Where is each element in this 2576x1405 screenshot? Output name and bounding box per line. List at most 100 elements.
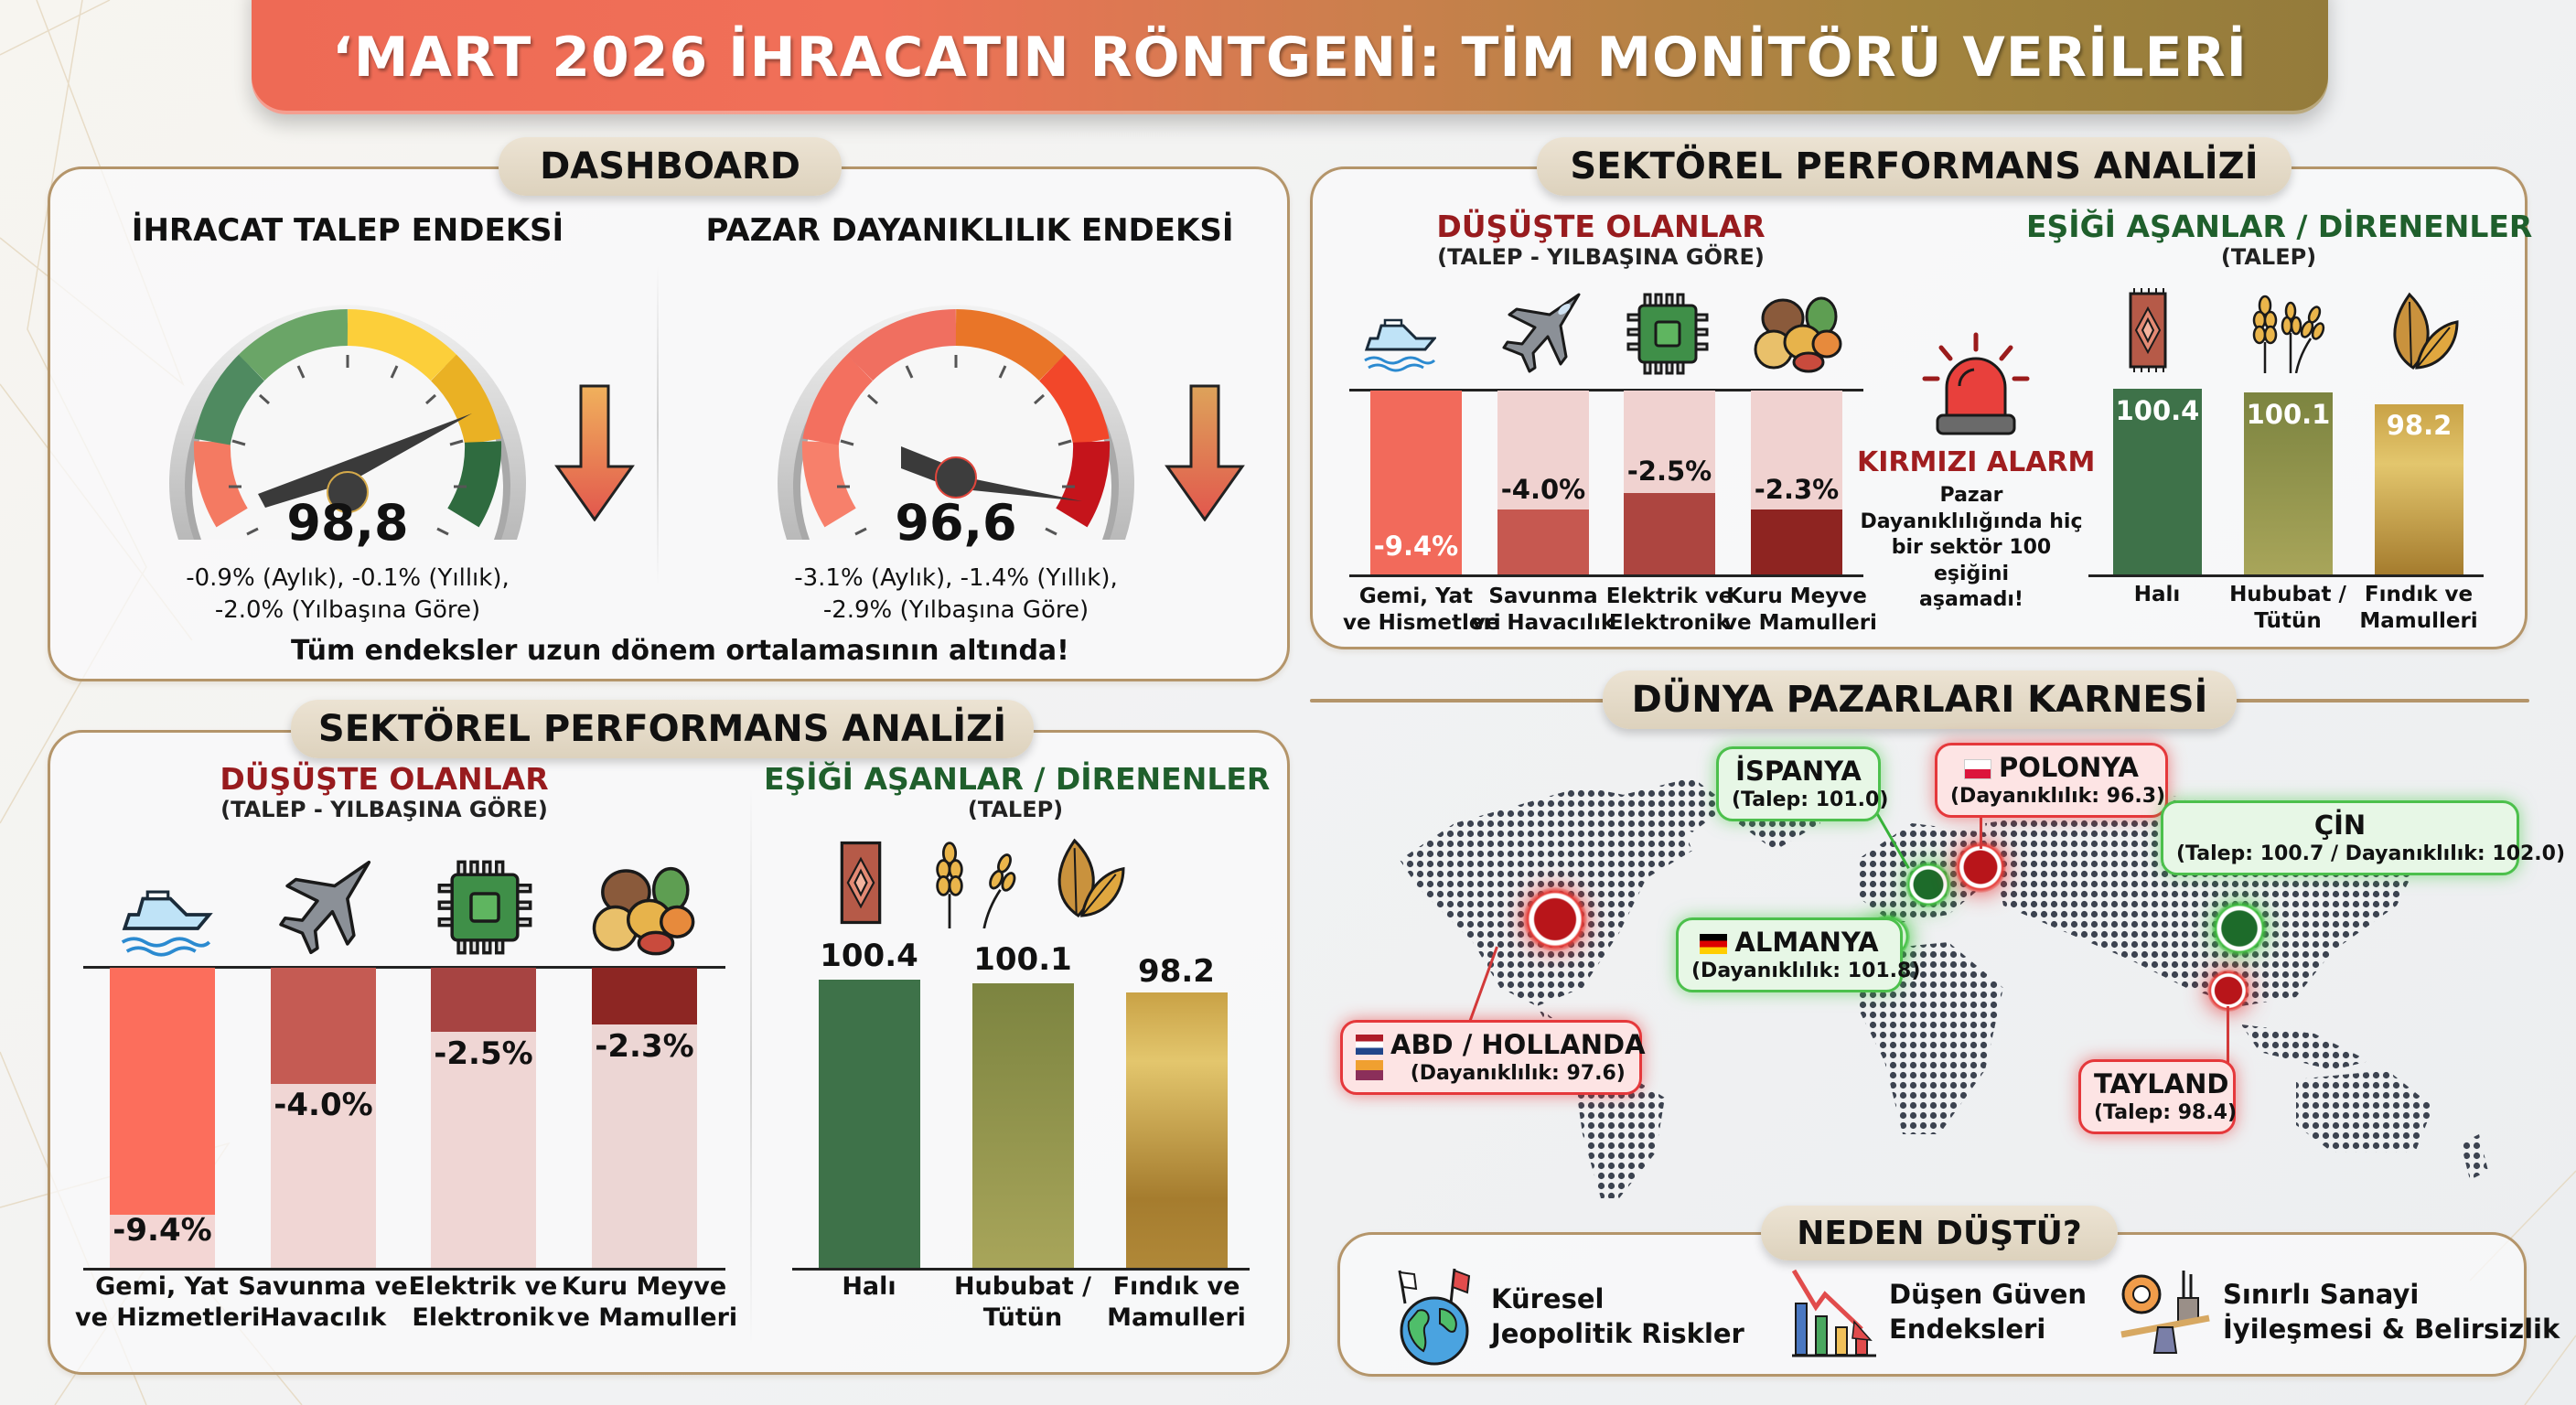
bar-value: -2.3%: [595, 1028, 694, 1065]
bar-kurumeyve: [1751, 509, 1842, 574]
category-label: Fındık ve Mamulleri: [2359, 583, 2478, 633]
marker-abd[interactable]: [1523, 887, 1587, 951]
marker-almanya[interactable]: [1905, 862, 1951, 907]
flags: [1356, 1034, 1383, 1080]
declining-axis-bottom: [83, 1268, 725, 1271]
microchip-icon: [1626, 293, 1709, 375]
bar-value: -2.3%: [1754, 474, 1840, 505]
dashboard-footer-note: Tüm endeksler uzun dönem ortalamasının a…: [291, 635, 1069, 667]
gauge-changes-resilience: -3.1% (Aylık), -1.4% (Yıllık), -2.9% (Yı…: [755, 563, 1157, 627]
nuts-icon: [1754, 296, 1842, 373]
usa-flag-icon: [1356, 1059, 1383, 1080]
leader-line-polonya: [1980, 805, 1982, 849]
bar-value: -2.5%: [1626, 456, 1712, 487]
title-banner: ‘MART 2026 İHRACATIN RÖNTGENİ: TİM MONİT…: [252, 0, 2328, 114]
category-label: Hububat / Tütün: [2229, 583, 2346, 633]
market-value: (Talep: 100.7 / Dayanıklılık: 102.0): [2176, 842, 2566, 866]
callout-tayland[interactable]: TAYLAND (Talep: 98.4): [2078, 1059, 2238, 1134]
bar-value: 100.1: [2246, 399, 2331, 430]
bar-hububat-top: [2244, 392, 2333, 574]
market-name: ÇİN: [2313, 810, 2367, 841]
globe-flags-icon: [1398, 1268, 1471, 1366]
above-axis-top: [2088, 574, 2484, 577]
bar-findik-bottom: [1126, 992, 1228, 1268]
callout-abd-hollanda[interactable]: ABD / HOLLANDA (Dayanıklılık: 97.6): [1340, 1020, 1646, 1095]
category-label: Halı: [842, 1272, 896, 1301]
category-label: Elektrik ve Elektronik: [408, 1272, 558, 1332]
reason-text: Düşen Güven Endeksleri: [1889, 1279, 2088, 1345]
fighter-jet-icon: [1502, 293, 1581, 373]
bar-findik-top: [2375, 404, 2463, 574]
bar-hububat-bottom: [972, 983, 1074, 1268]
sector-pill-bottom: SEKTÖREL PERFORMANS ANALİZİ: [291, 700, 1034, 758]
market-value: (Dayanıklılık: 101.8): [1691, 960, 1921, 983]
germany-flag-icon: [1700, 934, 1728, 954]
bar-savunma: [1497, 509, 1589, 574]
bar-kurumeyve-bottom: [592, 968, 697, 1024]
sector-divider: [750, 787, 752, 1345]
marker-tayland[interactable]: [2207, 970, 2249, 1012]
category-label: Elektrik ve Elektronik: [1605, 585, 1733, 635]
yacht-icon: [121, 890, 213, 957]
category-label: Gemi, Yat ve Hismetleri: [1343, 585, 1501, 635]
category-label: Hububat / Tütün: [953, 1272, 1092, 1332]
gauge-divider: [657, 265, 659, 585]
alarm-text: Pazar Dayanıklılığında hiç bir sektör 10…: [1860, 484, 2083, 612]
carpet-icon: [2129, 288, 2167, 372]
category-label: Fındık ve Mamulleri: [1107, 1272, 1246, 1332]
declining-axis-top: [1349, 389, 1863, 391]
bar-hali-top: [2113, 389, 2202, 574]
marker-cin[interactable]: [2212, 901, 2267, 956]
declining-title: DÜŞÜŞTE OLANLAR: [1436, 209, 1766, 244]
change-line: -3.1% (Aylık), -1.4% (Yıllık),: [794, 564, 1118, 592]
above-title: EŞİĞİ AŞANLAR / DİRENENLER: [2026, 209, 2533, 244]
falling-chart-icon: [1791, 1269, 1876, 1357]
bar-hali-bottom: [819, 980, 920, 1268]
wheat-icon: [2252, 295, 2325, 373]
reason-confidence: Düşen Güven Endeksleri: [1788, 1267, 2087, 1358]
declining-heading-bottom: DÜŞÜŞTE OLANLAR (TALEP - YILBAŞINA GÖRE): [183, 761, 585, 822]
market-value: (Dayanıklılık: 97.6): [1410, 1062, 1626, 1086]
gauge-demand: [169, 305, 526, 540]
reason-geopolitical: Küresel Jeopolitik Riskler: [1381, 1267, 1744, 1367]
change-line: -2.0% (Yılbaşına Göre): [214, 596, 481, 625]
above-subtitle: (TALEP): [967, 797, 1064, 822]
reason-text: Sınırlı Sanayi İyileşmesi & Belirsizlik: [2223, 1279, 2560, 1345]
declining-heading: DÜŞÜŞTE OLANLAR (TALEP - YILBAŞINA GÖRE): [1390, 209, 1811, 270]
category-label: Savunma ve Havacılık: [1471, 585, 1615, 635]
market-name: İSPANYA: [1735, 756, 1862, 787]
bar-value: 98.2: [2386, 410, 2453, 441]
callout-ispanya[interactable]: İSPANYA (Talep: 101.0): [1716, 746, 1888, 821]
gauge-title-resilience: PAZAR DAYANIKLILIK ENDEKSİ: [705, 212, 1234, 249]
bar-savunma-bottom: [271, 968, 376, 1084]
change-line: -2.9% (Yılbaşına Göre): [822, 596, 1089, 625]
category-label: Kuru Meyve ve Mamulleri: [1723, 585, 1877, 635]
bar-value: -9.4%: [1373, 531, 1459, 562]
callout-almanya[interactable]: ALMANYA (Dayanıklılık: 101.8): [1676, 917, 1921, 992]
market-value: (Talep: 98.4): [2094, 1101, 2238, 1125]
callout-cin[interactable]: ÇİN (Talep: 100.7 / Dayanıklılık: 102.0): [2161, 800, 2566, 875]
bar-value: 98.2: [1138, 953, 1215, 990]
bar-value: -9.4%: [113, 1212, 212, 1249]
gauge-title-demand: İHRACAT TALEP ENDEKSİ: [131, 212, 564, 249]
bar-value: -4.0%: [1500, 474, 1586, 505]
above-axis-bottom: [792, 1268, 1250, 1271]
gauge-resilience: [778, 305, 1134, 540]
tobacco-leaf-icon: [1057, 838, 1125, 918]
above-heading: EŞİĞİ AŞANLAR / DİRENENLER (TALEP): [2026, 209, 2533, 270]
world-pill: DÜNYA PAZARLARI KARNESİ: [1603, 670, 2237, 729]
bar-gemi-bottom: [110, 968, 215, 1215]
marker-polonya[interactable]: [1955, 842, 2006, 893]
world-divider-left: [1310, 699, 1612, 702]
declining-subtitle: (TALEP - YILBAŞINA GÖRE): [220, 797, 548, 822]
category-label: Savunma ve Havacılık: [238, 1272, 408, 1332]
netherlands-flag-icon: [1356, 1034, 1383, 1055]
callout-polonya[interactable]: POLONYA (Dayanıklılık: 96.3): [1935, 743, 2168, 818]
leader-line-tayland: [2227, 1006, 2229, 1063]
market-name: POLONYA: [1950, 751, 2152, 784]
reason-industry: Sınırlı Sanayi İyileşmesi & Belirsizlik: [2118, 1267, 2560, 1358]
carpet-icon: [840, 841, 882, 925]
trend-down-arrow-icon: [1165, 384, 1245, 521]
bar-value: -4.0%: [274, 1087, 373, 1123]
declining-title: DÜŞÜŞTE OLANLAR: [220, 761, 549, 797]
